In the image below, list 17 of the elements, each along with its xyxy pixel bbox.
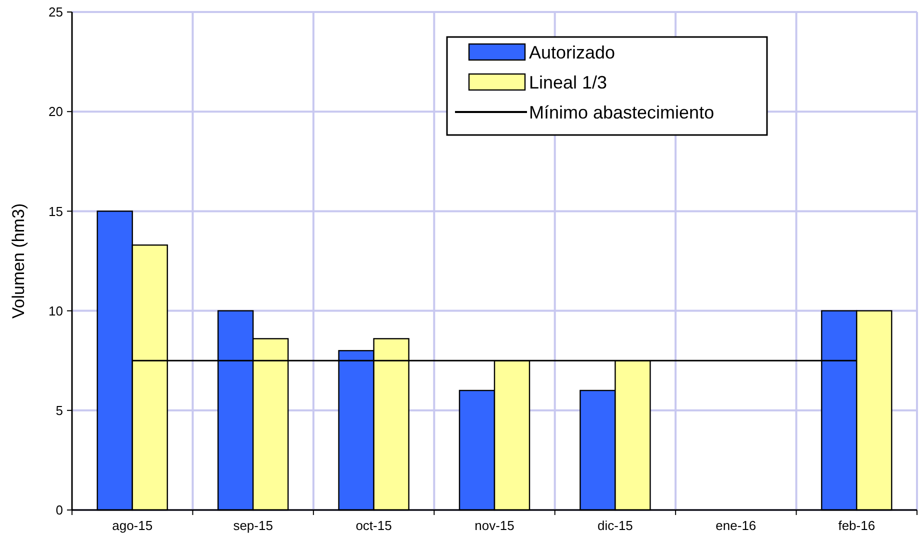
y-tick-label: 25 [48,4,63,20]
x-tick-label: feb-16 [838,518,876,533]
legend-label: Autorizado [529,42,616,62]
y-tick-label: 15 [48,204,63,219]
x-tick-label: ene-16 [716,518,756,533]
y-tick-label: 20 [48,104,63,120]
x-tick-label: ago-15 [112,518,153,533]
x-tick-label: oct-15 [356,518,392,533]
x-tick-label: sep-15 [233,518,273,533]
legend-label: Mínimo abastecimiento [529,102,714,122]
y-tick-label: 5 [56,402,63,418]
y-tick-label: 0 [56,502,63,518]
y-tick-label: 10 [48,303,63,318]
y-axis-title: Volumen (hm3) [9,203,28,319]
legend-label: Lineal 1/3 [529,72,608,92]
x-tick-label: dic-15 [598,518,633,533]
x-tick-label: nov-15 [474,518,514,533]
